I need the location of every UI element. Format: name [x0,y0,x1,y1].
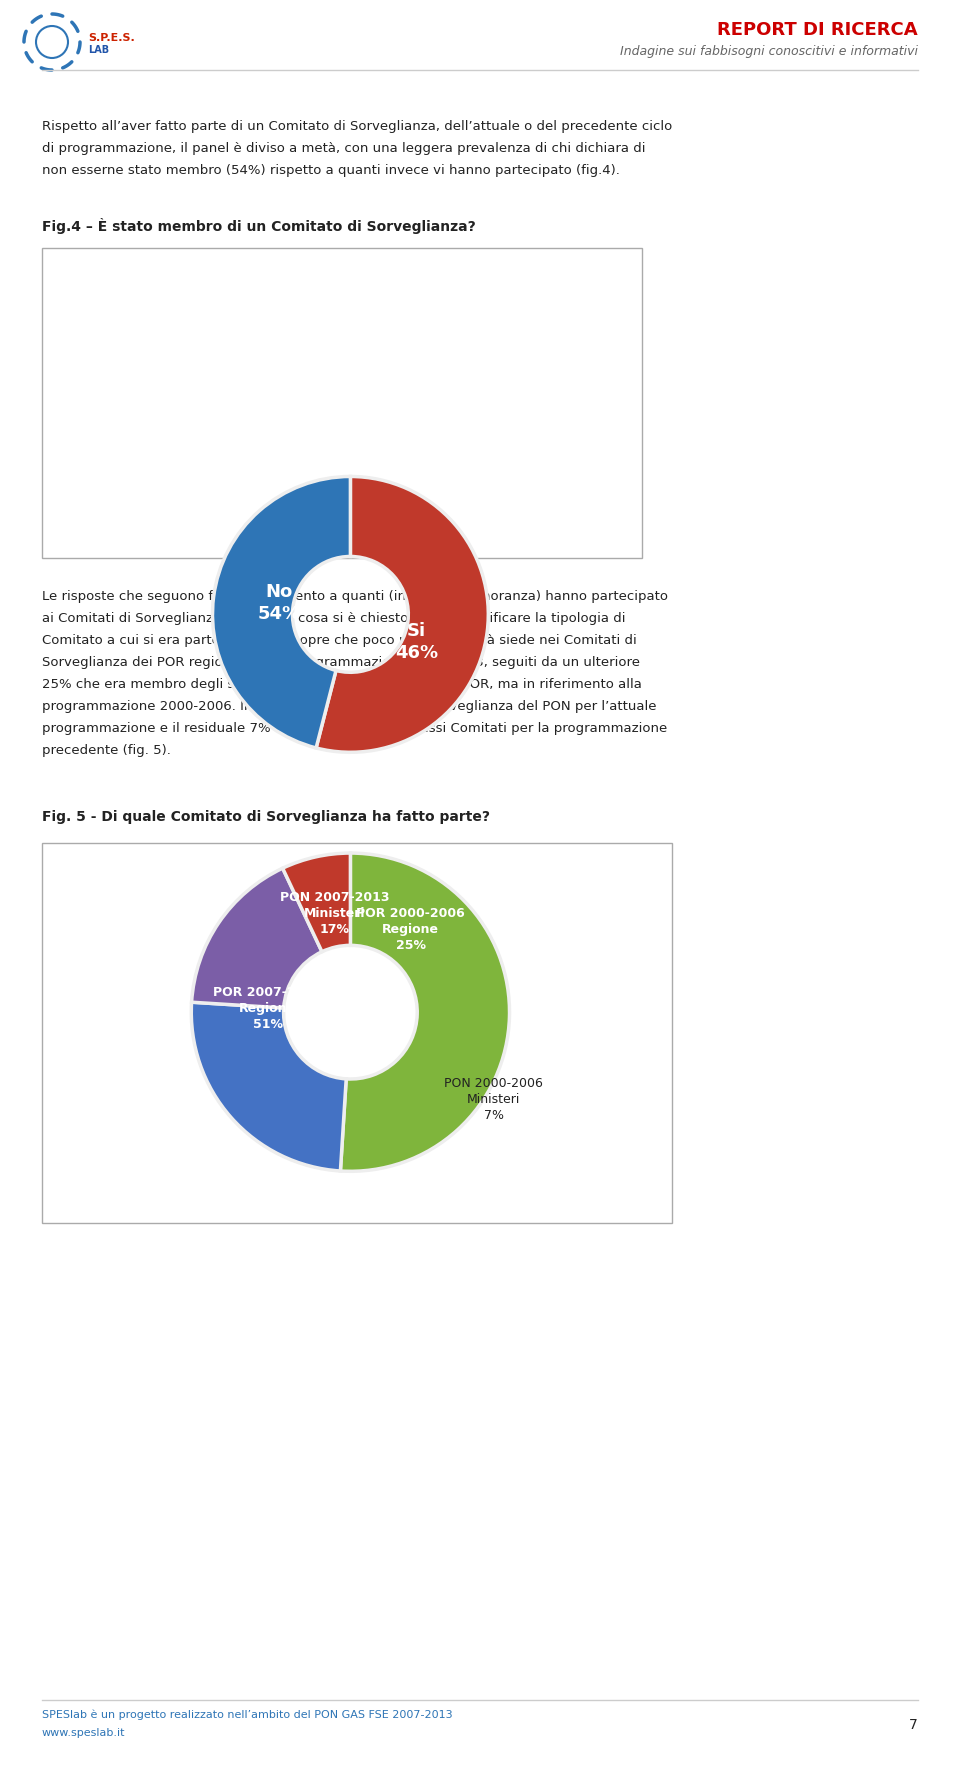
Text: 25% che era membro degli stessi Comitati di Sorveglianza dei POR, ma in riferime: 25% che era membro degli stessi Comitati… [42,677,642,691]
Text: Fig. 5 - Di quale Comitato di Sorveglianza ha fatto parte?: Fig. 5 - Di quale Comitato di Sorveglian… [42,810,490,824]
FancyBboxPatch shape [42,843,672,1223]
Text: PON 2000-2006
Ministeri
7%: PON 2000-2006 Ministeri 7% [444,1077,543,1123]
Text: programmazione e il residuale 7% ha fatto parte degli stessi Comitati per la pro: programmazione e il residuale 7% ha fatt… [42,721,667,735]
Text: POR 2007-2013
Regione
51%: POR 2007-2013 Regione 51% [213,987,322,1031]
Text: non esserne stato membro (54%) rispetto a quanti invece vi hanno partecipato (fi: non esserne stato membro (54%) rispetto … [42,164,620,177]
Text: www.speslab.it: www.speslab.it [42,1727,126,1738]
Text: Le risposte che seguono fanno riferimento a quanti (in leggera minoranza) hanno : Le risposte che seguono fanno riferiment… [42,591,668,603]
FancyBboxPatch shape [42,248,642,559]
Text: S.P.E.S.: S.P.E.S. [88,34,134,42]
Text: programmazione 2000-2006. Il 17% siede nei Comitati di Sorveglianza del PON per : programmazione 2000-2006. Il 17% siede n… [42,700,657,713]
Text: Comitato a cui si era partecipato. Si scopre che poco più della metà siede nei C: Comitato a cui si era partecipato. Si sc… [42,635,636,647]
Text: PON 2007-2013
Ministeri
17%: PON 2007-2013 Ministeri 17% [279,891,389,935]
Text: Sorveglianza dei POR regionali per la programmazione 2007-2013, seguiti da un ul: Sorveglianza dei POR regionali per la pr… [42,656,640,668]
Text: REPORT DI RICERCA: REPORT DI RICERCA [717,21,918,39]
Text: di programmazione, il panel è diviso a metà, con una leggera prevalenza di chi d: di programmazione, il panel è diviso a m… [42,141,645,156]
Wedge shape [212,476,350,748]
Text: Rispetto all’aver fatto parte di un Comitato di Sorveglianza, dell’attuale o del: Rispetto all’aver fatto parte di un Comi… [42,120,672,133]
Wedge shape [316,476,489,751]
Text: No
54%: No 54% [257,583,300,624]
Text: Fig.4 – È stato membro di un Comitato di Sorveglianza?: Fig.4 – È stato membro di un Comitato di… [42,217,476,233]
Text: POR 2000-2006
Regione
25%: POR 2000-2006 Regione 25% [356,907,466,951]
Text: LAB: LAB [88,44,109,55]
Wedge shape [282,854,350,951]
Wedge shape [192,868,322,1008]
Text: Si
46%: Si 46% [395,622,438,661]
Text: 7: 7 [909,1718,918,1733]
Text: ai Comitati di Sorveglianza. Per prima cosa si è chiesto loro di specificare la : ai Comitati di Sorveglianza. Per prima c… [42,612,626,626]
Text: precedente (fig. 5).: precedente (fig. 5). [42,744,171,757]
Text: Indagine sui fabbisogni conoscitivi e informativi: Indagine sui fabbisogni conoscitivi e in… [620,46,918,58]
Wedge shape [191,1002,347,1170]
Wedge shape [341,854,510,1170]
Text: SPESlab è un progetto realizzato nell’ambito del PON GAS FSE 2007-2013: SPESlab è un progetto realizzato nell’am… [42,1710,452,1720]
